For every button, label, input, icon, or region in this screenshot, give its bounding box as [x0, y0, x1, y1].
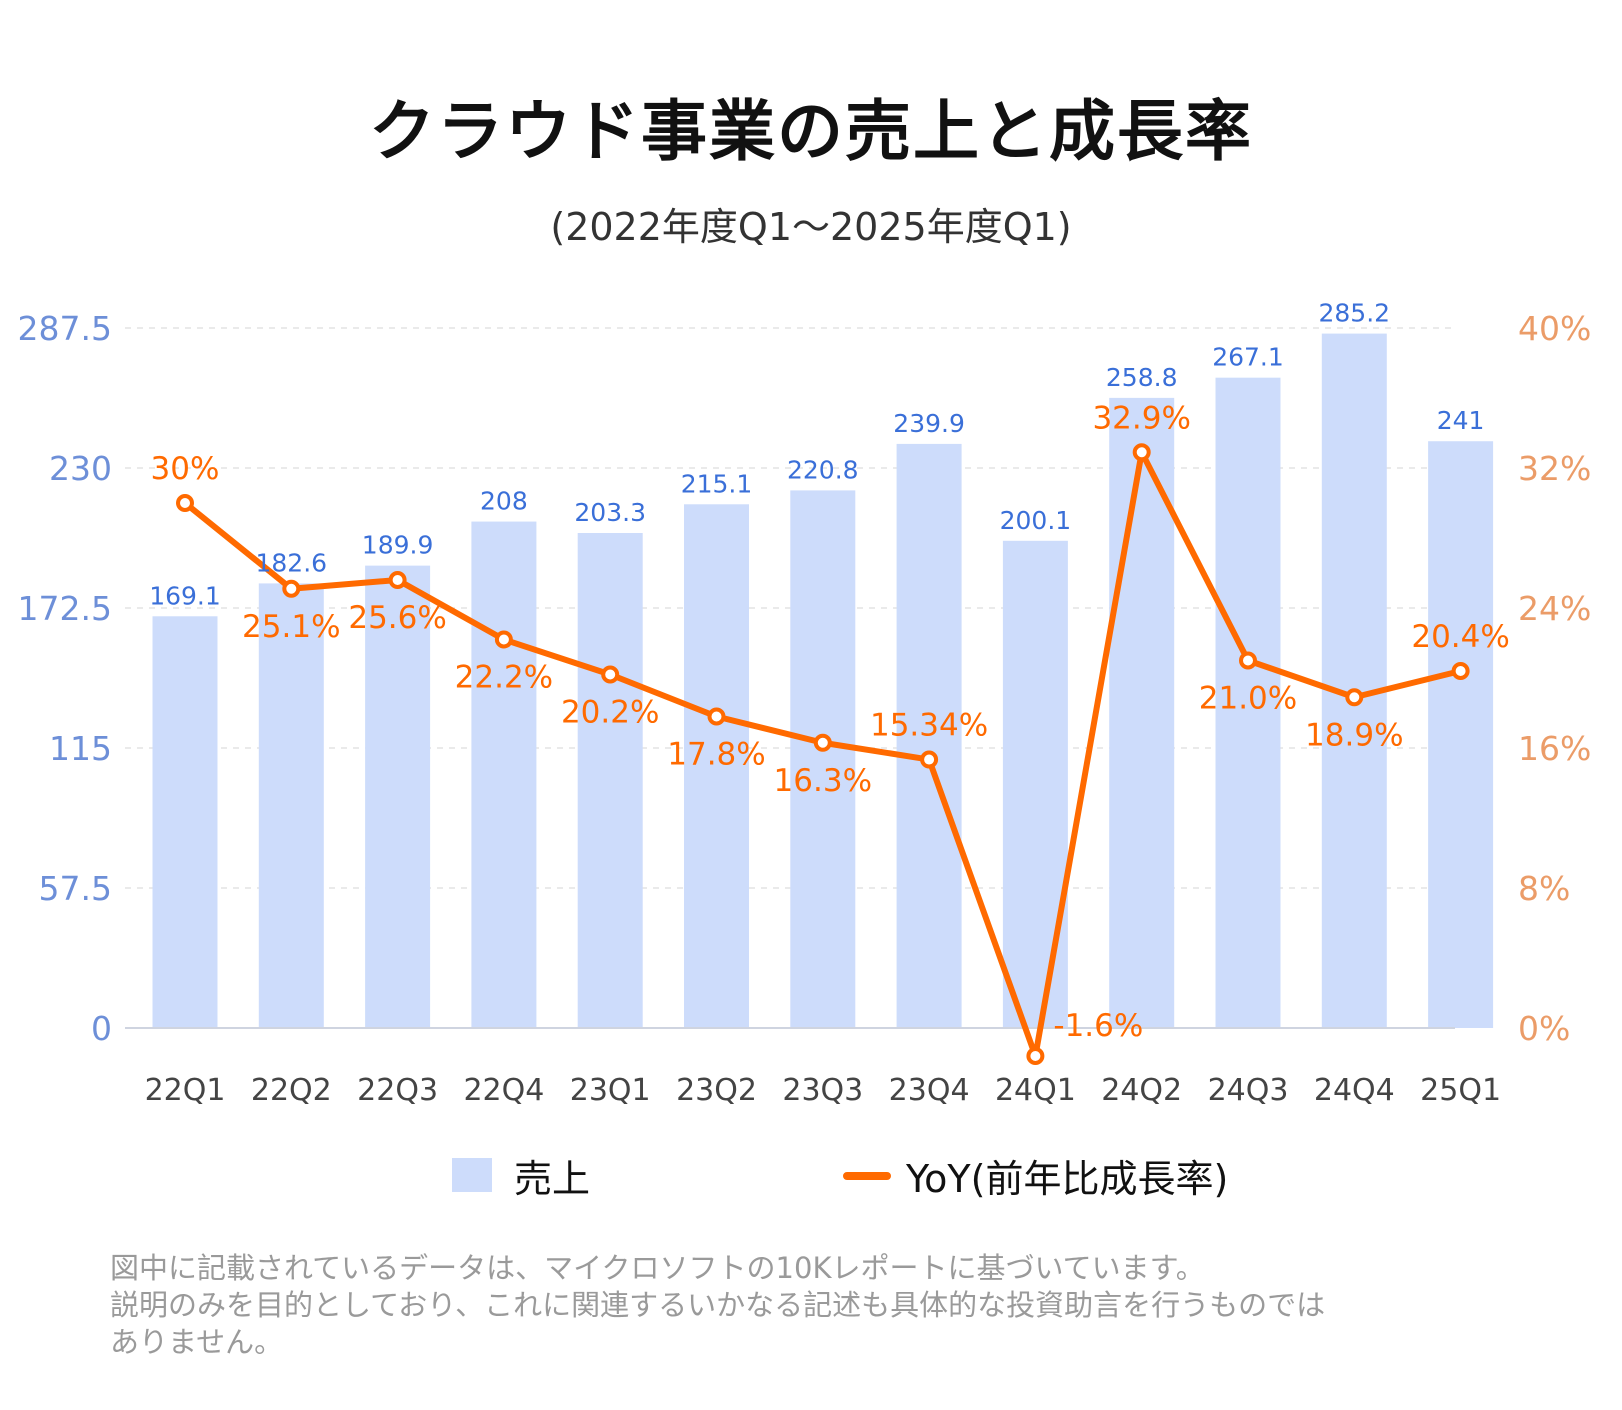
yoy-point: [1345, 688, 1364, 707]
bar-value-label: 208: [480, 487, 528, 516]
bar-value-label: 215.1: [681, 469, 753, 498]
yoy-value-label: 20.4%: [1411, 619, 1509, 655]
yoy-value-label: 25.6%: [348, 600, 446, 636]
x-axis-tick-label: 24Q4: [1314, 1073, 1395, 1108]
right-axis-tick-label: 32%: [1518, 449, 1591, 488]
yoy-point: [1451, 662, 1470, 680]
footnote-line-2: 説明のみを目的としており、これに関連するいかなる記述も具体的な投資助言を行うもの…: [110, 1288, 1326, 1322]
yoy-point: [176, 494, 194, 512]
bar: [258, 583, 324, 1028]
x-axis-tick-label: 22Q3: [357, 1073, 438, 1108]
yoy-value-label: 21.0%: [1199, 681, 1297, 717]
legend-line-label: YoY(前年比成長率): [906, 1157, 1229, 1201]
legend-bar-swatch: [452, 1158, 492, 1192]
x-axis-tick-label: 22Q1: [145, 1073, 226, 1108]
bar: [152, 616, 218, 1028]
legend-line-swatch: [843, 1172, 891, 1180]
bar-value-label: 241: [1437, 406, 1485, 435]
right-axis-tick-label: 40%: [1518, 309, 1591, 348]
yoy-value-label: 30%: [151, 451, 220, 487]
bar-value-label: 200.1: [1000, 506, 1072, 535]
right-axis-tick-label: 24%: [1518, 589, 1591, 628]
bar: [471, 521, 537, 1028]
bar: [1215, 377, 1281, 1028]
x-axis-tick-label: 22Q2: [251, 1073, 332, 1108]
bar-value-label: 285.2: [1319, 299, 1391, 328]
bar: [365, 565, 431, 1028]
bar: [1109, 397, 1175, 1028]
x-axis-tick-label: 24Q3: [1208, 1073, 1289, 1108]
footnote-line-1: 図中に記載されているデータは、マイクロソフトの10Kレポートに基づいています。: [110, 1251, 1205, 1285]
yoy-point: [494, 630, 513, 649]
combo-chart: 0 0% 57.5 8% 115 16% 172.5 24% 230 32% 287.5 40% 22Q…: [18, 299, 1592, 1108]
yoy-point: [707, 707, 726, 726]
yoy-point: [388, 571, 407, 589]
bar-value-label: 220.8: [787, 455, 859, 484]
bar-value-label: 258.8: [1106, 363, 1178, 392]
yoy-point: [1132, 443, 1151, 462]
yoy-value-label: 17.8%: [667, 737, 765, 773]
bar: [1002, 540, 1068, 1028]
legend-bar-label: 売上: [514, 1157, 591, 1201]
right-axis-tick-label: 0%: [1518, 1009, 1570, 1048]
bar-value-label: 182.6: [256, 548, 328, 577]
right-axis-tick-label: 16%: [1518, 729, 1591, 768]
yoy-value-label: 22.2%: [455, 660, 553, 696]
yoy-point: [920, 750, 939, 769]
footnote: 図中に記載されているデータは、マイクロソフトの10Kレポートに基づいています。 …: [110, 1250, 1550, 1361]
yoy-value-label: 15.34%: [870, 708, 988, 744]
bar: [577, 533, 643, 1028]
footnote-line-3: ありません。: [110, 1325, 284, 1359]
yoy-point: [282, 579, 301, 598]
bar-value-label: 267.1: [1212, 343, 1284, 372]
bar: [896, 443, 962, 1029]
chart-subtitle: (2022年度Q1〜2025年度Q1): [550, 205, 1072, 249]
left-axis-tick-label: 0: [91, 1009, 112, 1048]
yoy-point: [813, 733, 832, 752]
left-axis-tick-label: 287.5: [18, 309, 112, 348]
x-axis-tick-label: 22Q4: [463, 1073, 544, 1108]
yoy-point: [1239, 651, 1257, 670]
x-axis-tick-label: 23Q4: [889, 1073, 970, 1108]
yoy-value-label: 18.9%: [1305, 717, 1403, 753]
x-axis-tick-label: 24Q1: [995, 1073, 1076, 1108]
chart-title: クラウド事業の売上と成長率: [369, 93, 1253, 170]
yoy-point: [601, 665, 620, 684]
bar: [790, 490, 856, 1028]
right-axis-tick-label: 8%: [1518, 869, 1570, 908]
bar: [1321, 333, 1387, 1029]
x-axis-tick-label: 25Q1: [1420, 1073, 1501, 1108]
yoy-value-label: 20.2%: [561, 695, 659, 731]
x-axis-tick-label: 24Q2: [1101, 1073, 1182, 1108]
left-axis-tick-label: 115: [49, 729, 112, 768]
data-labels: 169.1 182.6 189.9 208 203.3 215.1 220.8 239.9 20…: [149, 299, 1510, 1044]
x-axis-tick-label: 23Q3: [782, 1073, 863, 1108]
yoy-line: [176, 443, 1470, 1065]
bar-value-label: 169.1: [149, 581, 221, 610]
bar: [684, 504, 749, 1028]
axes: 0 0% 57.5 8% 115 16% 172.5 24% 230 32% 287.5 40% 22Q…: [18, 309, 1592, 1108]
bar-value-label: 239.9: [893, 409, 965, 438]
bar-value-label: 203.3: [574, 498, 646, 527]
x-axis-tick-label: 23Q1: [570, 1073, 651, 1108]
legend: 売上 YoY(前年比成長率): [0, 1140, 1622, 1201]
yoy-point: [1026, 1047, 1045, 1065]
yoy-value-label: 16.3%: [774, 763, 872, 799]
yoy-value-label: -1.6%: [1053, 1008, 1143, 1044]
left-axis-tick-label: 172.5: [18, 589, 112, 628]
left-axis-tick-label: 57.5: [39, 869, 112, 908]
yoy-value-label: 25.1%: [242, 609, 340, 645]
bar: [1428, 441, 1494, 1028]
left-axis-tick-label: 230: [49, 449, 112, 488]
bar-value-label: 189.9: [362, 531, 434, 560]
x-axis-tick-label: 23Q2: [676, 1073, 757, 1108]
yoy-value-label: 32.9%: [1092, 400, 1190, 436]
